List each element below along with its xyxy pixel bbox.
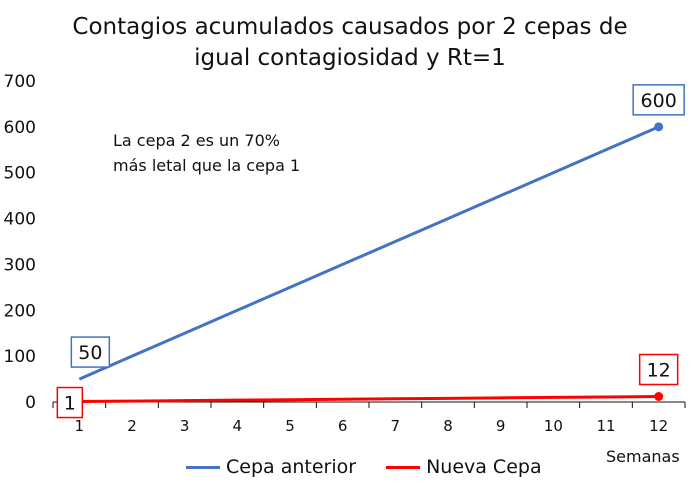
x-tick-label: 4 (233, 417, 243, 435)
y-tick-label: 700 (4, 72, 36, 92)
series-point-2 (654, 391, 664, 401)
chart-annotation: La cepa 2 es un 70% más letal que la cep… (113, 128, 343, 178)
series-line-1 (78, 125, 660, 381)
legend-label-series-1: Cepa anterior (226, 456, 357, 478)
x-axis-label: Semanas (606, 447, 680, 466)
x-tick-label: 10 (544, 417, 563, 435)
annotation-line-2: más letal que la cepa 1 (113, 156, 301, 175)
chart-title-line-1: Contagios acumulados causados por 2 cepa… (72, 14, 628, 40)
y-tick-label: 400 (4, 210, 36, 230)
x-tick-label: 1 (75, 417, 85, 435)
data-label: 600 (641, 90, 677, 112)
legend-swatch-series-2 (386, 465, 421, 469)
y-tick-label: 300 (4, 255, 36, 275)
series-point-1 (654, 122, 664, 132)
chart-title-line-2: igual contagiosidad y Rt=1 (194, 45, 506, 71)
legend-swatch-series-1 (186, 465, 220, 469)
chart-legend: Cepa anterior Nueva Cepa (186, 456, 572, 478)
x-tick-label: 11 (596, 417, 615, 435)
x-tick-label: 5 (285, 417, 295, 435)
x-tick-label: 2 (127, 417, 137, 435)
data-label-box (56, 386, 84, 419)
data-label-box (632, 84, 685, 116)
y-tick-label: 100 (4, 347, 36, 367)
series-line-2 (79, 394, 659, 404)
legend-item-series-2: Nueva Cepa (386, 456, 542, 478)
legend-item-series-1: Cepa anterior (186, 456, 356, 478)
y-tick-label: 0 (25, 393, 36, 413)
x-tick-label: 12 (649, 417, 668, 435)
y-tick-label: 500 (4, 164, 36, 184)
legend-label-series-2: Nueva Cepa (426, 456, 542, 478)
y-tick-label: 200 (4, 301, 36, 321)
x-tick-label: 6 (338, 417, 348, 435)
data-label: 50 (78, 342, 102, 364)
x-tick-label: 8 (443, 417, 453, 435)
y-tick-label: 600 (4, 118, 36, 138)
data-label-box (638, 353, 679, 386)
data-label: 12 (647, 359, 671, 381)
x-tick-label: 9 (496, 417, 506, 435)
x-tick-label: 3 (180, 417, 190, 435)
data-label-box (70, 336, 111, 368)
data-label: 1 (64, 393, 76, 415)
x-tick-label: 7 (391, 417, 401, 435)
annotation-line-1: La cepa 2 es un 70% (113, 131, 280, 150)
